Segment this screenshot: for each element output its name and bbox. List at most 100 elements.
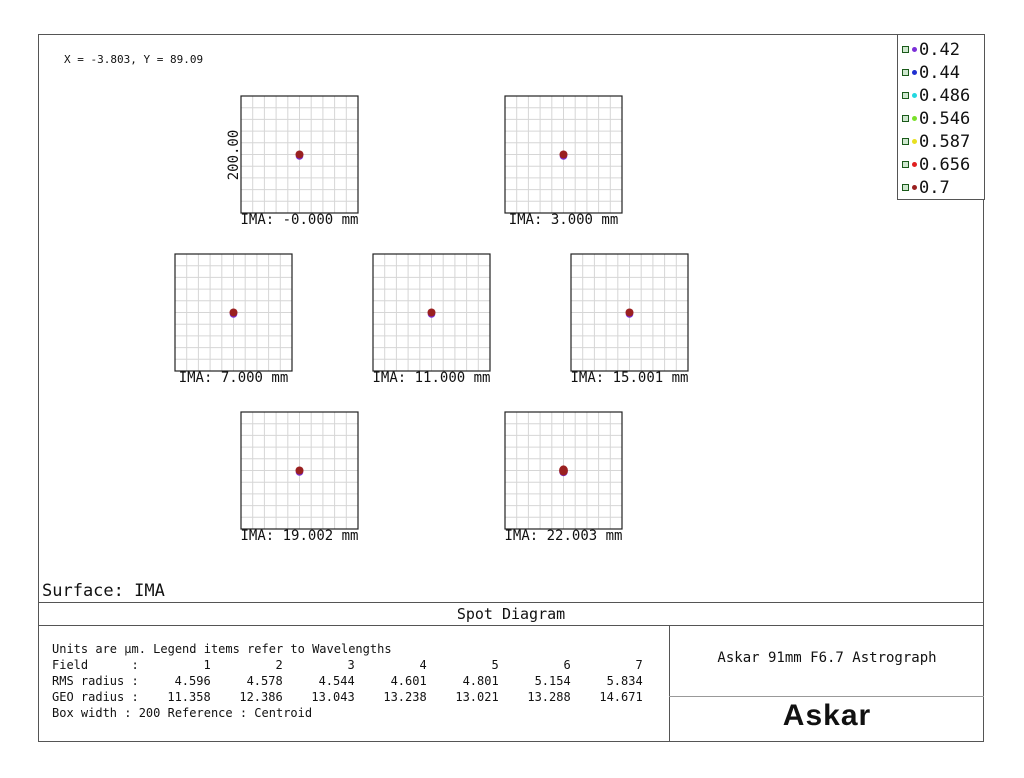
legend-label: 0.546 <box>919 108 971 129</box>
divider <box>38 625 984 626</box>
legend-label: 0.7 <box>919 177 950 198</box>
legend-item-0.7: 0.7 <box>898 176 984 199</box>
legend-item-0.44: 0.44 <box>898 61 984 84</box>
spot-box-border <box>504 95 623 214</box>
geo-row: GEO radius : 11.358 12.386 13.043 13.238 13.0… <box>52 689 643 705</box>
wavelength-legend: 0.42 0.44 0.486 0.546 0.587 0.656 0.7 <box>897 34 985 200</box>
spot-box-border <box>570 253 689 372</box>
legend-checkbox-icon[interactable] <box>902 184 909 191</box>
divider <box>38 602 984 603</box>
spot-box-border <box>240 95 359 214</box>
spot-wavelength-0.7 <box>295 150 304 159</box>
field-value-5: 5 <box>491 658 499 672</box>
field-label-3: IMA: 7.000 mm <box>179 370 289 386</box>
legend-color-dot <box>912 162 917 167</box>
geo-value-3: 13.043 <box>311 690 355 704</box>
legend-label: 0.486 <box>919 85 971 106</box>
spot-box-border <box>174 253 293 372</box>
legend-checkbox-icon[interactable] <box>902 115 909 122</box>
plot-frame <box>38 34 984 742</box>
legend-item-0.587: 0.587 <box>898 130 984 153</box>
geo-value-5: 13.021 <box>455 690 499 704</box>
rms-value-3: 4.544 <box>318 674 355 688</box>
spot-wavelength-0.7 <box>625 308 634 317</box>
geo-value-6: 13.288 <box>527 690 571 704</box>
geo-value-7: 14.671 <box>599 690 643 704</box>
lens-description: Askar 91mm F6.7 Astrograph <box>717 650 937 666</box>
legend-item-0.486: 0.486 <box>898 84 984 107</box>
surface-label: Surface: IMA <box>42 581 165 601</box>
legend-checkbox-icon[interactable] <box>902 46 909 53</box>
legend-label: 0.656 <box>919 154 971 175</box>
rms-value-6: 5.154 <box>534 674 571 688</box>
legend-label: 0.44 <box>919 62 960 83</box>
spot-stats-table: Field : 1 2 3 4 5 6 7 RMS radius : 4.596 4.578 4.5… <box>52 657 643 705</box>
legend-checkbox-icon[interactable] <box>902 69 909 76</box>
spot-box-field-4: IMA: 11.000 mm <box>372 253 491 386</box>
spot-wavelength-0.7 <box>295 466 304 475</box>
field-value-2: 2 <box>275 658 283 672</box>
geo-label: GEO radius : <box>52 690 139 704</box>
spot-wavelength-0.7 <box>559 150 568 159</box>
coordinate-readout: X = -3.803, Y = 89.09 <box>64 53 204 66</box>
box-width-line: Box width : 200 Reference : Centroid <box>52 706 313 720</box>
field-label-5: IMA: 15.001 mm <box>570 370 688 386</box>
spot-info-panel: Units are µm. Legend items refer to Wave… <box>52 641 643 721</box>
spot-box-border <box>372 253 491 372</box>
chart-title: Spot Diagram <box>456 605 566 623</box>
units-note: Units are µm. Legend items refer to Wave… <box>52 642 392 656</box>
geo-value-4: 13.238 <box>383 690 427 704</box>
spot-wavelength-0.7 <box>229 308 238 317</box>
field-label-7: IMA: 22.003 mm <box>504 528 622 544</box>
field-row: Field : 1 2 3 4 5 6 7 <box>52 657 643 673</box>
spot-diagram-plot: IMA: -0.000 mm IMA: 3.000 mm IMA: 7.000 mm… <box>174 95 689 544</box>
field-label-1: IMA: -0.000 mm <box>240 212 358 228</box>
spot-wavelength-0.7 <box>427 308 436 317</box>
legend-color-dot <box>912 47 917 52</box>
rms-value-5: 4.801 <box>462 674 499 688</box>
geo-value-1: 11.358 <box>167 690 211 704</box>
spot-box-field-3: IMA: 7.000 mm <box>174 253 293 386</box>
spot-box-field-7: IMA: 22.003 mm <box>504 411 623 544</box>
divider <box>669 696 984 697</box>
legend-item-0.656: 0.656 <box>898 153 984 176</box>
rms-value-4: 4.601 <box>390 674 427 688</box>
scale-label: 200.00 <box>226 130 242 181</box>
spot-wavelength-0.7 <box>559 465 568 476</box>
field-value-7: 7 <box>635 658 643 672</box>
legend-label: 0.587 <box>919 131 971 152</box>
legend-checkbox-icon[interactable] <box>902 161 909 168</box>
legend-checkbox-icon[interactable] <box>902 138 909 145</box>
field-label-4: IMA: 11.000 mm <box>372 370 490 386</box>
spot-box-border <box>504 411 623 530</box>
divider <box>669 625 670 742</box>
legend-label: 0.42 <box>919 39 960 60</box>
field-value-3: 3 <box>347 658 355 672</box>
legend-item-0.42: 0.42 <box>898 38 984 61</box>
field-value-4: 4 <box>419 658 427 672</box>
field-label: Field : <box>52 658 139 672</box>
field-label-2: IMA: 3.000 mm <box>509 212 619 228</box>
rms-label: RMS radius : <box>52 674 139 688</box>
rms-value-1: 4.596 <box>174 674 211 688</box>
legend-checkbox-icon[interactable] <box>902 92 909 99</box>
legend-color-dot <box>912 139 917 144</box>
askar-logo: Askar <box>782 699 872 732</box>
rms-value-2: 4.578 <box>246 674 283 688</box>
legend-color-dot <box>912 93 917 98</box>
rms-row: RMS radius : 4.596 4.578 4.544 4.601 4.801 5.1… <box>52 673 643 689</box>
legend-item-0.546: 0.546 <box>898 107 984 130</box>
legend-color-dot <box>912 116 917 121</box>
legend-color-dot <box>912 70 917 75</box>
spot-box-field-6: IMA: 19.002 mm <box>240 411 359 544</box>
spot-box-field-2: IMA: 3.000 mm <box>504 95 623 228</box>
field-value-6: 6 <box>563 658 571 672</box>
field-value-1: 1 <box>203 658 211 672</box>
rms-value-7: 5.834 <box>606 674 643 688</box>
spot-box-border <box>240 411 359 530</box>
spot-box-field-5: IMA: 15.001 mm <box>570 253 689 386</box>
field-label-6: IMA: 19.002 mm <box>240 528 358 544</box>
geo-value-2: 12.386 <box>239 690 283 704</box>
legend-color-dot <box>912 185 917 190</box>
spot-box-field-1: IMA: -0.000 mm <box>240 95 359 228</box>
